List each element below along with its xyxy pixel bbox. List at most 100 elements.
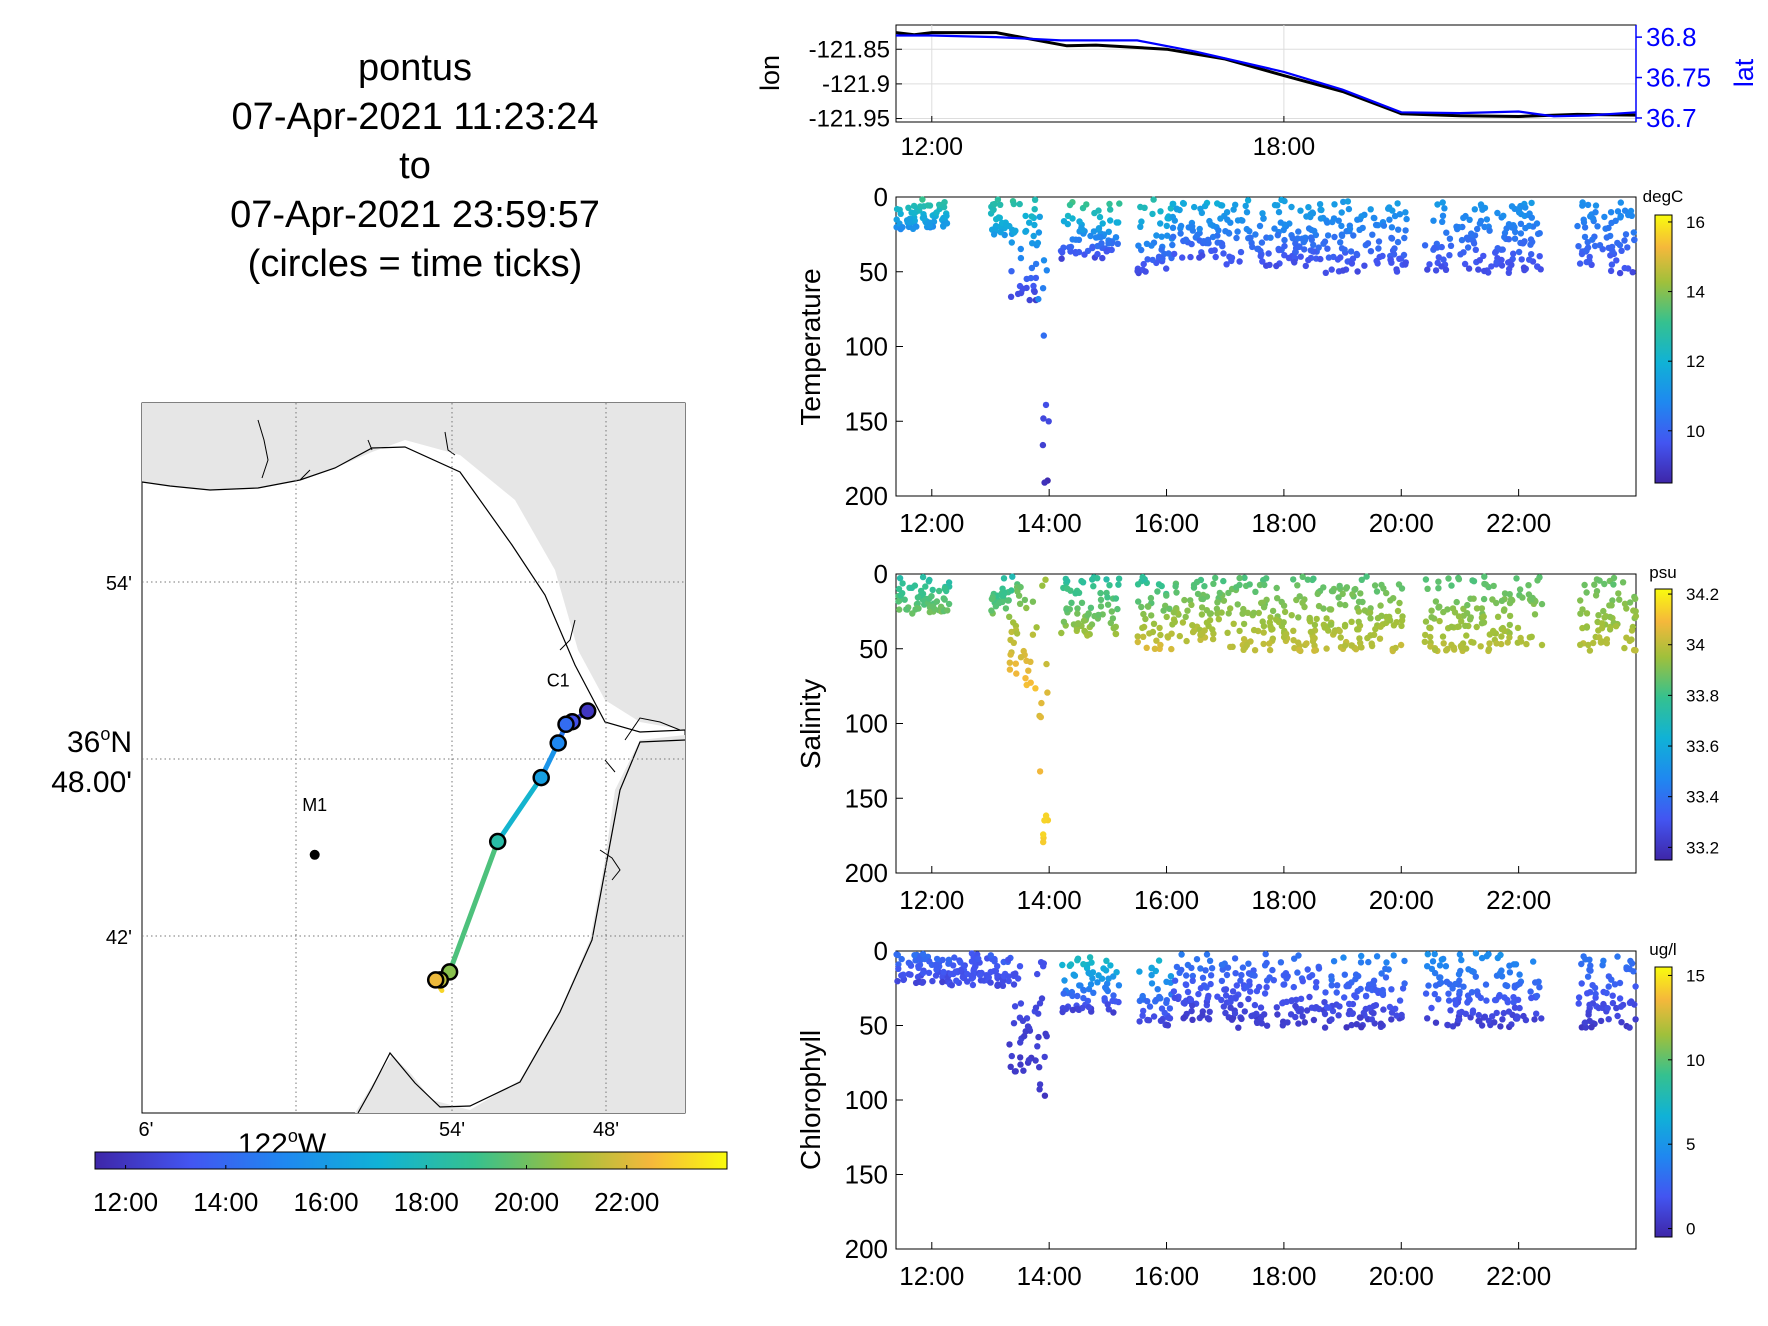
title-note: (circles = time ticks) [247,243,583,285]
temperature-data-point [1603,234,1611,241]
temperature-depth-tick-label: 50 [859,257,888,287]
temperature-data-point [1592,202,1600,209]
chlorophyll-data-point [994,963,1001,970]
salinity-axis-label: Salinity [795,679,826,769]
temperature-data-point [933,209,940,216]
temperature-data-point [1344,198,1352,205]
chlorophyll-data-point [1218,977,1226,985]
chlorophyll-data-point [1472,973,1480,980]
time-tick-circle [557,715,575,734]
salinity-colorbar-label: 34.2 [1686,585,1719,604]
chlorophyll-data-point [1299,978,1307,985]
temperature-data-point [1243,209,1251,216]
temperature-data-point [1180,200,1188,207]
salinity-depth-tick-label: 200 [845,858,888,888]
chlorophyll-data-point [1323,1003,1331,1011]
chlorophyll-data-point [1165,1014,1172,1021]
temperature-data-point [1012,227,1019,234]
chlorophyll-data-point [1280,972,1288,979]
temperature-data-point [1338,222,1345,230]
temperature-data-point [1464,244,1472,251]
salinity-data-point [1424,585,1431,592]
salinity-data-point [926,608,933,616]
temperature-data-point [1518,256,1525,263]
chlorophyll-data-point [1592,990,1599,998]
chlorophyll-data-point [1164,1021,1171,1029]
chlorophyll-data-point [969,981,977,989]
temperature-data-point [1453,223,1460,230]
temperature-data-point [1493,258,1500,266]
salinity-depth-tick-label: 150 [845,783,888,813]
temperature-data-point [1340,198,1347,206]
chlorophyll-data-point [1266,974,1273,981]
lon-tick-label: -121.9 [822,71,890,98]
temperature-data-point [1400,251,1408,259]
salinity-data-point [1513,575,1520,582]
salinity-data-point [1230,620,1237,627]
chlorophyll-data-point [1449,1023,1457,1030]
temperature-data-point [1361,262,1368,269]
salinity-data-point [1199,595,1207,603]
temperature-data-point [1367,248,1375,255]
chlorophyll-data-point [1080,986,1087,994]
salinity-data-point [1171,618,1179,626]
chlorophyll-data-point [968,958,976,965]
chlorophyll-data-point [1304,966,1311,973]
salinity-data-point [1010,619,1017,626]
salinity-data-point [1294,582,1301,589]
salinity-data-point [1250,609,1258,616]
chlorophyll-data-point [1284,1019,1291,1026]
salinity-data-point [1621,600,1629,607]
salinity-data-point [1490,627,1497,635]
chlorophyll-data-point [1628,998,1635,1005]
temperature-data-point [1288,203,1295,211]
chlorophyll-data-point [1315,965,1323,972]
time-colorbar-tick-label: 18:00 [394,1187,459,1217]
salinity-data-point [945,579,953,586]
salinity-data-point [1427,643,1434,650]
salinity-data-point [1590,639,1597,647]
salinity-data-point [1440,608,1447,616]
temperature-data-point [1375,238,1383,245]
temperature-data-point [1150,196,1157,203]
salinity-data-point [1480,595,1488,603]
temperature-data-point [1043,267,1051,274]
salinity-data-point [1596,634,1603,641]
chlorophyll-data-point [1184,988,1192,996]
temperature-data-point [1402,261,1409,268]
temperature-data-point [1608,261,1616,268]
chlorophyll-data-point [1502,982,1509,989]
temperature-data-point [1474,225,1481,233]
salinity-data-point [1017,654,1025,661]
chlorophyll-data-point [1311,1005,1319,1012]
temperature-data-point [1621,237,1628,244]
chlorophyll-data-point [1424,951,1432,958]
chlorophyll-colorbar-label: 10 [1686,1051,1705,1070]
temperature-data-point [1337,239,1344,246]
chlorophyll-data-point [1575,1000,1582,1007]
chlorophyll-data-point [1328,982,1335,989]
salinity-data-point [1304,576,1312,583]
lat-tick-42: 42' [106,927,132,949]
temperature-data-point [1084,247,1092,255]
chlorophyll-data-point [1399,985,1407,992]
chlorophyll-data-point [1005,977,1012,985]
temperature-data-point [1440,256,1447,263]
salinity-data-point [1295,646,1303,654]
salinity-data-point [1528,596,1535,603]
chlorophyll-data-point [1060,990,1067,997]
chlorophyll-data-point [1485,1017,1493,1024]
chlorophyll-data-point [1156,993,1163,1001]
temperature-data-point [1273,262,1280,270]
chlorophyll-data-point [1288,997,1295,1005]
chlorophyll-data-point [1437,974,1444,981]
chlorophyll-data-point [1482,981,1490,988]
salinity-data-point [1006,659,1013,666]
salinity-data-point [1182,613,1189,621]
salinity-data-point [929,603,936,610]
chlorophyll-data-point [1495,993,1503,1000]
chlorophyll-time-tick-label: 18:00 [1251,1261,1316,1291]
salinity-data-point [1339,590,1346,598]
station-marker-m1 [309,849,320,860]
salinity-data-point [1267,614,1274,621]
